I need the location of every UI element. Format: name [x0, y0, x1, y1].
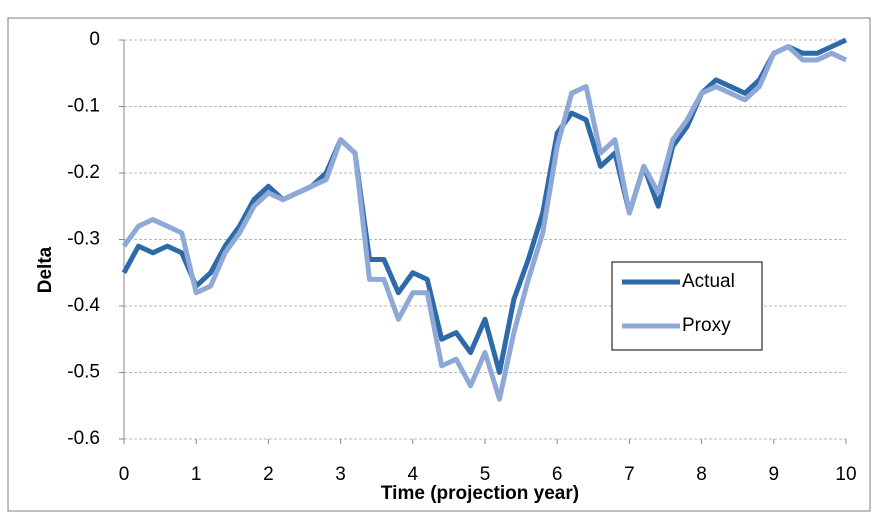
legend-label: Actual — [682, 271, 735, 292]
y-tick-label: -0.3 — [67, 229, 100, 250]
x-tick-label: 5 — [480, 464, 491, 485]
x-tick-label: 0 — [119, 464, 130, 485]
y-tick-label: -0.2 — [67, 162, 100, 183]
legend-box — [611, 261, 763, 351]
x-axis-title: Time (projection year) — [381, 483, 579, 504]
x-tick-label: 6 — [552, 464, 563, 485]
x-tick-label: 8 — [696, 464, 707, 485]
y-tick-label: -0.5 — [67, 362, 100, 383]
data-line — [121, 44, 848, 402]
y-tick-label: -0.6 — [67, 428, 100, 449]
y-tick-label: -0.1 — [67, 96, 100, 117]
legend-label: Proxy — [682, 315, 731, 336]
y-tick-label: -0.4 — [67, 295, 100, 316]
x-tick-label: 7 — [624, 464, 635, 485]
y-axis-title: Delta — [35, 246, 56, 293]
y-tick-label: 0 — [89, 29, 100, 50]
x-tick-label: 1 — [191, 464, 202, 485]
x-tick-label: 2 — [263, 464, 274, 485]
x-tick-label: 9 — [769, 464, 780, 485]
x-tick-label: 10 — [835, 464, 856, 485]
data-line — [121, 37, 848, 375]
x-tick-label: 4 — [408, 464, 419, 485]
x-tick-label: 3 — [335, 464, 346, 485]
